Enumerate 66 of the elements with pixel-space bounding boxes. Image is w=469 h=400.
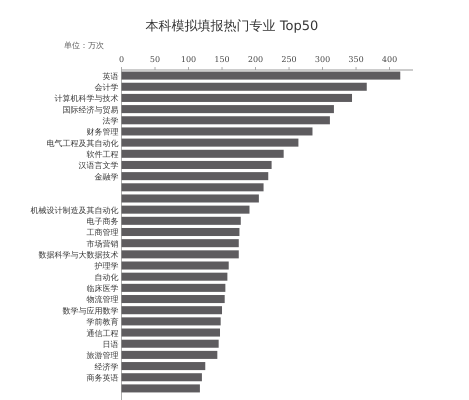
bar [122, 272, 228, 281]
y-tick-label: 汉语言文学 [78, 161, 118, 170]
bar [122, 72, 400, 80]
y-tick-label: 国际经济与贸易 [62, 105, 118, 114]
bar [122, 138, 298, 147]
bar [122, 150, 284, 158]
bar [122, 206, 250, 214]
bar [122, 350, 218, 359]
bar [122, 261, 229, 270]
bar [122, 127, 312, 136]
x-axis-title: 单位：万次 [64, 41, 104, 50]
y-tick-label: 市场营销 [86, 239, 118, 248]
y-tick-label: 计算机科学与技术 [54, 94, 118, 104]
x-tick-label: 50 [150, 55, 160, 64]
bar [122, 183, 264, 192]
bar [122, 340, 219, 348]
x-tick-label: 300 [314, 55, 330, 64]
bar [122, 362, 206, 370]
x-tick-label: 200 [248, 55, 264, 64]
y-tick-label: 日语 [102, 340, 118, 349]
y-tick-label: 护理学 [94, 262, 118, 271]
bar [122, 94, 352, 102]
bar [122, 194, 259, 203]
x-tick-label: 350 [348, 55, 364, 64]
bar [122, 228, 240, 236]
y-tick-label: 工商管理 [86, 228, 118, 238]
bar [122, 160, 272, 169]
y-tick-label: 通信工程 [86, 328, 118, 338]
bar [122, 105, 334, 114]
y-tick-label: 软件工程 [86, 150, 118, 159]
bar [122, 384, 200, 392]
y-tick-label: 物流管理 [86, 295, 118, 304]
bar [122, 172, 268, 180]
bar [122, 295, 225, 304]
y-tick-label: 学前教育 [86, 318, 118, 327]
bar [122, 116, 330, 124]
x-tick-label: 100 [180, 55, 196, 64]
y-tick-label: 财务管理 [86, 128, 118, 137]
y-tick-label: 数学与应用数学 [62, 306, 118, 316]
y-tick-label: 机械设计制造及其自动化 [30, 206, 118, 215]
y-tick-label: 自动化 [94, 272, 118, 282]
y-tick-label: 法学 [102, 116, 118, 126]
bar [122, 317, 221, 326]
bar [122, 328, 220, 337]
y-tick-label: 金融学 [94, 172, 118, 182]
bar [122, 306, 222, 314]
y-tick-label: 电子商务 [86, 217, 118, 226]
bar [122, 82, 367, 91]
bar [122, 239, 239, 248]
bar [122, 373, 202, 382]
y-tick-label: 数据科学与大数据技术 [38, 250, 118, 260]
bar [122, 284, 226, 292]
y-tick-label: 商务英语 [86, 373, 118, 382]
y-tick-label: 会计学 [94, 82, 118, 92]
x-tick-label: 0 [118, 55, 124, 64]
y-tick-label: 经济学 [94, 362, 118, 372]
x-tick-label: 150 [214, 55, 230, 64]
bar [122, 216, 241, 225]
y-tick-label: 电气工程及其自动化 [46, 138, 118, 148]
chart-title: 本科模拟填报热门专业 Top50 [146, 18, 318, 34]
x-tick-label: 250 [281, 55, 297, 64]
x-tick-label: 400 [382, 55, 398, 64]
y-tick-label: 英语 [102, 72, 118, 81]
y-tick-label: 旅游管理 [86, 351, 118, 360]
y-tick-label: 临床医学 [86, 284, 118, 294]
bar [122, 250, 239, 258]
